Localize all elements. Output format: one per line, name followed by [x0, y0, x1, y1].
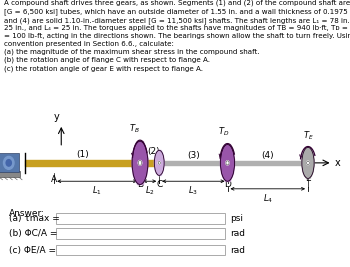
- Text: x: x: [334, 158, 340, 168]
- Text: $T_D$: $T_D$: [218, 126, 230, 139]
- Ellipse shape: [132, 141, 148, 184]
- Text: (1): (1): [76, 150, 89, 159]
- Bar: [159, 161, 228, 165]
- Bar: [225, 144, 230, 181]
- Text: (3): (3): [187, 151, 200, 160]
- Text: (c) ΦE/A =: (c) ΦE/A =: [9, 246, 56, 255]
- Bar: [158, 150, 161, 175]
- Text: (4): (4): [261, 151, 274, 160]
- FancyBboxPatch shape: [56, 213, 225, 224]
- Text: $L_4$: $L_4$: [263, 192, 273, 205]
- Ellipse shape: [138, 160, 142, 165]
- Text: rad: rad: [230, 246, 245, 255]
- Bar: [137, 141, 143, 184]
- Text: y: y: [54, 112, 60, 122]
- Text: B: B: [137, 180, 143, 189]
- Ellipse shape: [6, 160, 11, 166]
- Ellipse shape: [4, 156, 14, 169]
- Text: $L_2$: $L_2$: [145, 184, 155, 197]
- Text: $L_3$: $L_3$: [188, 184, 198, 197]
- Bar: [25, 160, 140, 166]
- Ellipse shape: [220, 144, 234, 181]
- Ellipse shape: [226, 161, 229, 165]
- Text: (2): (2): [147, 147, 160, 156]
- Text: (a) τmax =: (a) τmax =: [9, 214, 60, 223]
- Bar: [228, 161, 308, 165]
- Text: Answer:: Answer:: [9, 209, 45, 218]
- Text: $L_1$: $L_1$: [92, 184, 102, 197]
- Text: (b) ΦC/A =: (b) ΦC/A =: [9, 230, 57, 238]
- Text: $T_E$: $T_E$: [303, 129, 313, 142]
- Ellipse shape: [158, 162, 160, 164]
- Text: D: D: [224, 180, 231, 189]
- Bar: [306, 147, 310, 178]
- FancyBboxPatch shape: [56, 228, 225, 239]
- Ellipse shape: [302, 147, 314, 178]
- Ellipse shape: [154, 150, 164, 175]
- FancyBboxPatch shape: [56, 245, 225, 255]
- Bar: [140, 160, 159, 166]
- Text: A compound shaft drives three gears, as shown. Segments (1) and (2) of the compo: A compound shaft drives three gears, as …: [4, 0, 350, 72]
- Text: psi: psi: [230, 214, 243, 223]
- Text: $T_B$: $T_B$: [130, 122, 140, 135]
- Text: A: A: [51, 175, 57, 184]
- Text: rad: rad: [230, 230, 245, 238]
- FancyBboxPatch shape: [0, 153, 19, 172]
- Ellipse shape: [307, 161, 309, 164]
- Text: E: E: [305, 174, 311, 183]
- FancyBboxPatch shape: [0, 171, 20, 177]
- Text: C: C: [156, 180, 162, 189]
